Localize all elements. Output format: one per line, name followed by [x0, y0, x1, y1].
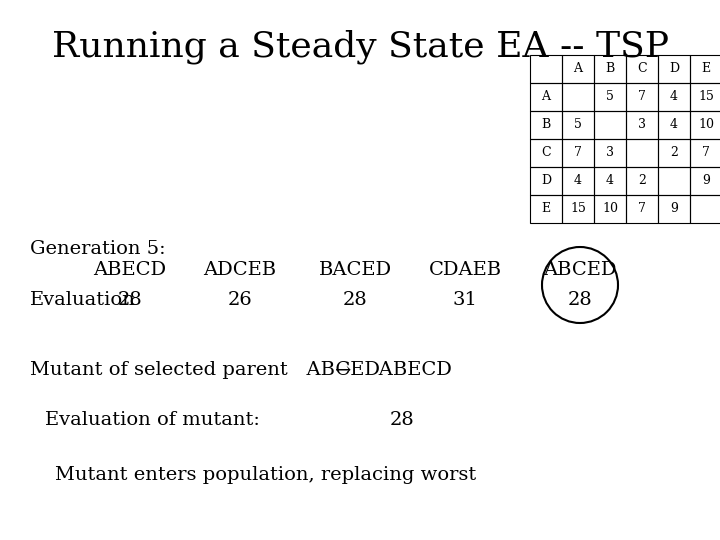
Text: Running a Steady State EA -- TSP: Running a Steady State EA -- TSP: [52, 30, 668, 64]
Text: 28: 28: [343, 291, 367, 309]
Text: C: C: [637, 63, 647, 76]
Text: E: E: [541, 202, 551, 215]
Bar: [594, 195, 626, 223]
Bar: [530, 111, 562, 139]
Bar: [690, 139, 720, 167]
Text: 4: 4: [574, 174, 582, 187]
Bar: [658, 139, 690, 167]
Bar: [658, 111, 690, 139]
Bar: [562, 139, 594, 167]
Text: 9: 9: [670, 202, 678, 215]
Text: 4: 4: [670, 118, 678, 132]
Bar: [562, 195, 594, 223]
Text: 4: 4: [670, 91, 678, 104]
Bar: [626, 195, 658, 223]
Bar: [562, 55, 594, 83]
Text: 3: 3: [638, 118, 646, 132]
Text: 5: 5: [574, 118, 582, 132]
Text: B: B: [541, 118, 551, 132]
Bar: [562, 167, 594, 195]
Text: 7: 7: [574, 146, 582, 159]
Bar: [690, 195, 720, 223]
Bar: [690, 55, 720, 83]
Bar: [626, 55, 658, 83]
Bar: [594, 111, 626, 139]
Bar: [594, 139, 626, 167]
Bar: [530, 195, 562, 223]
Text: 28: 28: [567, 291, 593, 309]
Text: Evaluation: Evaluation: [30, 291, 136, 309]
Bar: [690, 83, 720, 111]
Text: 7: 7: [638, 91, 646, 104]
Bar: [594, 167, 626, 195]
Text: 26: 26: [228, 291, 253, 309]
Bar: [658, 83, 690, 111]
Bar: [690, 111, 720, 139]
Bar: [658, 195, 690, 223]
Text: 5: 5: [606, 91, 614, 104]
Bar: [658, 55, 690, 83]
Bar: [530, 139, 562, 167]
Text: C: C: [541, 146, 551, 159]
Text: ABCED: ABCED: [544, 261, 617, 279]
Text: 9: 9: [702, 174, 710, 187]
Text: Mutant of selected parent   ABCED: Mutant of selected parent ABCED: [30, 361, 386, 379]
Text: 31: 31: [453, 291, 477, 309]
Text: D: D: [541, 174, 551, 187]
Text: 28: 28: [117, 291, 143, 309]
Text: 7: 7: [702, 146, 710, 159]
Text: A: A: [541, 91, 551, 104]
Text: →: →: [335, 361, 351, 379]
Bar: [626, 167, 658, 195]
Text: ABECD: ABECD: [94, 261, 166, 279]
Bar: [626, 83, 658, 111]
Bar: [594, 83, 626, 111]
Text: 2: 2: [638, 174, 646, 187]
Text: 7: 7: [638, 202, 646, 215]
Text: 10: 10: [602, 202, 618, 215]
Bar: [626, 139, 658, 167]
Bar: [530, 55, 562, 83]
Text: ADCEB: ADCEB: [204, 261, 276, 279]
Text: 2: 2: [670, 146, 678, 159]
Bar: [658, 167, 690, 195]
Text: D: D: [669, 63, 679, 76]
Bar: [530, 167, 562, 195]
Text: Evaluation of mutant:: Evaluation of mutant:: [45, 411, 260, 429]
Text: B: B: [606, 63, 615, 76]
Text: 15: 15: [698, 91, 714, 104]
Bar: [562, 83, 594, 111]
Text: BACED: BACED: [318, 261, 392, 279]
Text: CDAEB: CDAEB: [428, 261, 502, 279]
Bar: [594, 55, 626, 83]
Bar: [562, 111, 594, 139]
Text: 15: 15: [570, 202, 586, 215]
Text: 28: 28: [390, 411, 415, 429]
Text: 4: 4: [606, 174, 614, 187]
Bar: [690, 167, 720, 195]
Text: Generation 5:: Generation 5:: [30, 240, 166, 258]
Text: ABECD: ABECD: [360, 361, 452, 379]
Text: 10: 10: [698, 118, 714, 132]
Text: Mutant enters population, replacing worst: Mutant enters population, replacing wors…: [55, 466, 476, 484]
Text: E: E: [701, 63, 711, 76]
Bar: [626, 111, 658, 139]
Bar: [530, 83, 562, 111]
Text: 3: 3: [606, 146, 614, 159]
Text: A: A: [574, 63, 582, 76]
